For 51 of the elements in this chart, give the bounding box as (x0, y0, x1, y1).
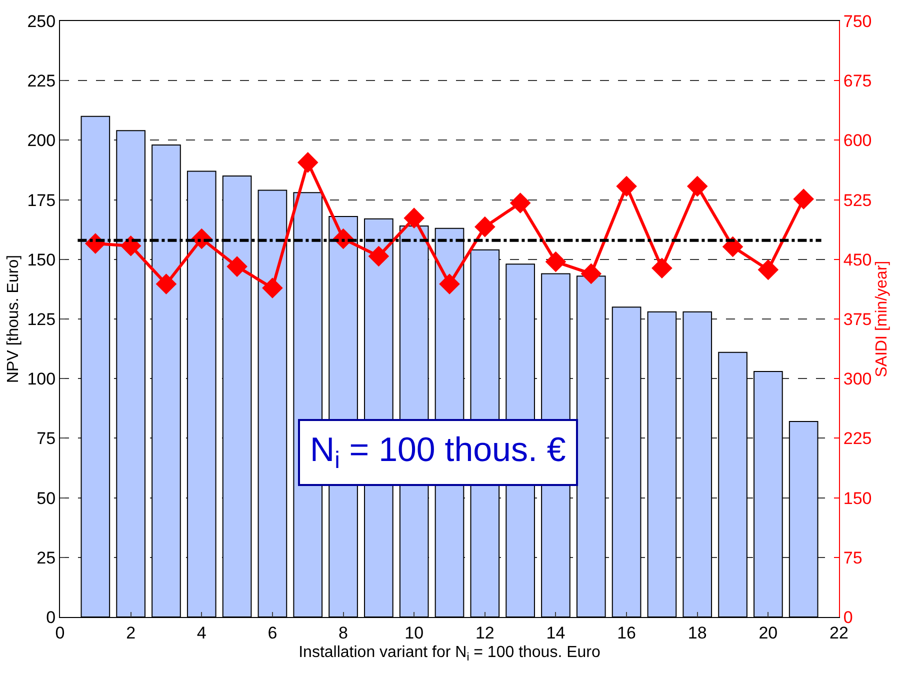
y2-tick-label: 75 (843, 548, 862, 568)
point (368, 246, 390, 267)
y-tick-label: 250 (27, 12, 56, 31)
point (226, 256, 248, 277)
y2-tick-label: 675 (843, 72, 872, 91)
y-tick-label: 150 (27, 250, 56, 270)
x-tick-label: 14 (546, 623, 566, 642)
point (474, 216, 496, 238)
point (793, 188, 814, 210)
y2-tick-label: 300 (843, 370, 872, 389)
point (439, 274, 460, 294)
y2-tick-label: 375 (843, 310, 872, 329)
x-tick-label: 12 (475, 623, 494, 642)
point (156, 274, 177, 294)
y-axis-title: NPV [thous. Euro] (5, 254, 22, 384)
annotation: N$_{i}$ = 100 thous. € (310, 431, 566, 474)
y2-axis-title: SAIDI [min/year] (873, 260, 890, 378)
y-tick-label: 75 (36, 429, 56, 448)
x-tick-label: 2 (126, 623, 136, 642)
point (297, 152, 318, 173)
y2-tick-label: 750 (843, 12, 872, 31)
y-tick-label: 100 (27, 370, 56, 389)
y-tick-label: 225 (27, 72, 56, 91)
point (262, 278, 283, 298)
point (404, 208, 424, 228)
y2-tick-label: 450 (843, 250, 872, 270)
point (686, 176, 708, 197)
point (652, 258, 672, 279)
x-tick-label: 8 (338, 623, 348, 642)
y-tick-label: 25 (36, 548, 56, 568)
y2-tick-label: 225 (843, 429, 872, 448)
point (758, 259, 779, 280)
point (616, 176, 637, 197)
y-tick-label: 125 (27, 310, 56, 329)
point (510, 192, 531, 214)
point (545, 251, 566, 272)
y-tick-label: 50 (36, 488, 56, 508)
x-tick-label: 6 (268, 623, 278, 642)
x-tick-label: 18 (688, 623, 707, 642)
y-tick-label: 175 (27, 190, 56, 210)
y2-tick-label: 600 (843, 131, 872, 150)
y-tick-label: 200 (27, 131, 56, 150)
point (580, 263, 602, 284)
x-tick-label: 20 (758, 623, 778, 642)
x-axis-title: Installation variant for N$_{i}$ = 100 thous. Euro (298, 644, 600, 664)
y-tick-label: 0 (46, 608, 56, 627)
y2-tick-label: 525 (843, 190, 872, 210)
x-tick-label: 16 (617, 623, 636, 642)
y2-tick-label: 150 (843, 488, 872, 508)
x-tick-label: 10 (404, 623, 424, 642)
x-tick-label: 4 (196, 623, 206, 642)
